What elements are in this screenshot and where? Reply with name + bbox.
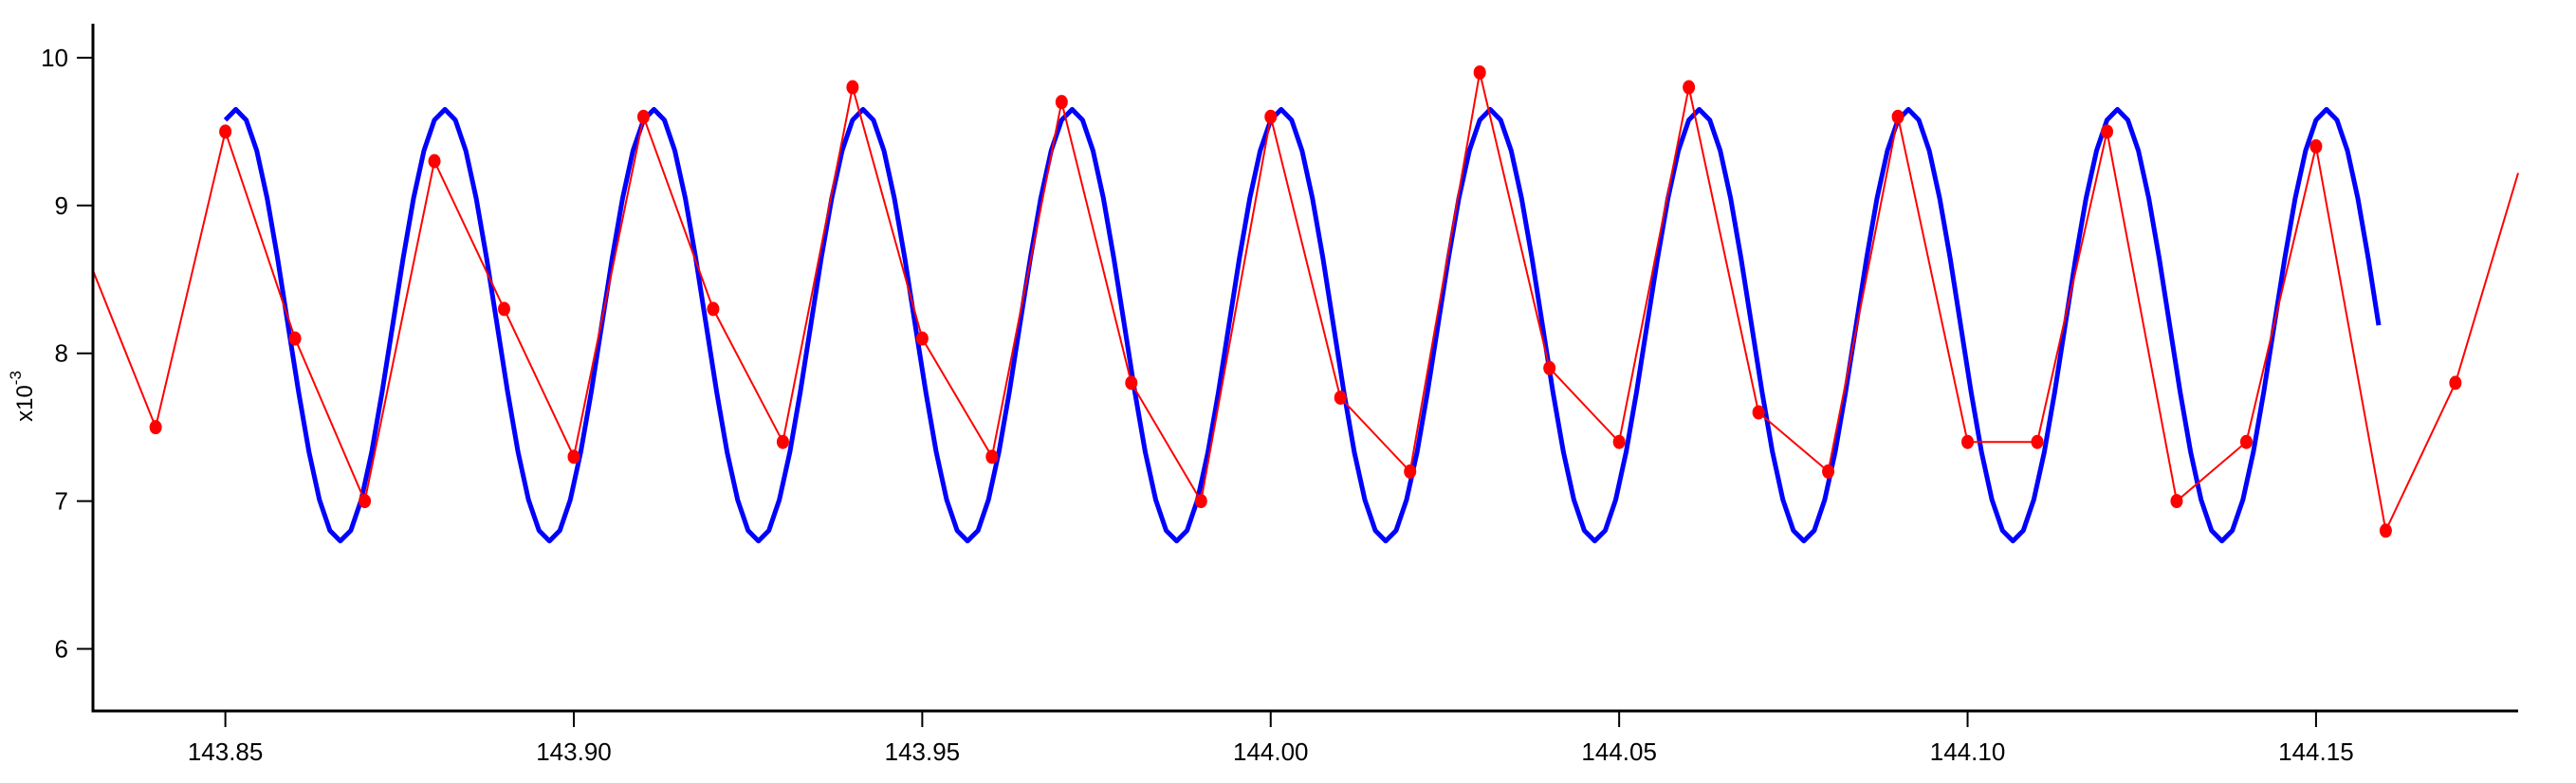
y-tick-label: 7 bbox=[55, 487, 68, 516]
data-point-marker bbox=[1473, 64, 1486, 80]
y-tick-label: 8 bbox=[55, 339, 68, 368]
x-tick-label: 144.05 bbox=[1581, 737, 1657, 766]
data-point-marker bbox=[1683, 80, 1696, 95]
data-point-marker bbox=[1612, 434, 1626, 449]
axes: 143.85 143.90 143.95 144.00 144.05 144.10 144.… bbox=[7, 24, 2518, 766]
data-point-marker bbox=[1404, 464, 1417, 479]
y-tick-label: 9 bbox=[55, 191, 68, 220]
data-point-marker bbox=[2379, 523, 2392, 538]
y-tick-label: 10 bbox=[41, 44, 68, 72]
series-sinusoid-line bbox=[223, 106, 2382, 544]
y-tick-label: 6 bbox=[55, 635, 68, 664]
data-point-marker bbox=[219, 124, 232, 139]
data-point-marker bbox=[1822, 464, 1835, 479]
data-point-marker bbox=[2309, 138, 2323, 154]
series-measured-line bbox=[92, 72, 2519, 535]
data-point-marker bbox=[985, 449, 999, 464]
data-point-marker bbox=[636, 109, 650, 124]
y-axis-label: x10-3 bbox=[7, 371, 38, 422]
y-axis-ticks: 6 7 8 9 10 bbox=[41, 44, 93, 664]
data-point-marker bbox=[498, 301, 511, 317]
data-point-marker bbox=[2031, 434, 2044, 449]
data-point-marker bbox=[2100, 124, 2113, 139]
data-point-marker bbox=[776, 434, 789, 449]
data-point-marker bbox=[1961, 434, 1975, 449]
x-tick-label: 144.15 bbox=[2278, 737, 2354, 766]
data-point-marker bbox=[1125, 375, 1138, 391]
data-point-marker bbox=[2239, 434, 2253, 449]
x-tick-label: 143.85 bbox=[188, 737, 264, 766]
data-point-marker bbox=[567, 449, 580, 464]
data-point-marker bbox=[1194, 494, 1207, 509]
data-point-marker bbox=[1055, 95, 1068, 110]
data-point-marker bbox=[428, 154, 441, 169]
y-axis-label-exponent: -3 bbox=[7, 371, 25, 385]
svg-text:x10-3: x10-3 bbox=[7, 371, 38, 422]
series-layer bbox=[92, 64, 2519, 544]
x-tick-label: 143.90 bbox=[536, 737, 612, 766]
x-tick-label: 144.00 bbox=[1233, 737, 1309, 766]
x-tick-label: 143.95 bbox=[885, 737, 961, 766]
data-point-marker bbox=[707, 301, 720, 317]
data-point-marker bbox=[846, 80, 859, 95]
data-point-marker bbox=[288, 331, 302, 346]
y-axis-label-base: x10 bbox=[12, 385, 38, 422]
data-point-marker bbox=[359, 494, 372, 509]
data-point-marker bbox=[915, 331, 929, 346]
data-point-marker bbox=[1752, 405, 1765, 420]
data-point-marker bbox=[2170, 494, 2183, 509]
data-point-marker bbox=[2449, 375, 2462, 391]
x-axis-ticks: 143.85 143.90 143.95 144.00 144.05 144.10 144.… bbox=[188, 711, 2354, 766]
data-point-marker bbox=[149, 420, 162, 435]
data-point-marker bbox=[1891, 109, 1904, 124]
data-point-marker bbox=[1264, 109, 1278, 124]
data-point-marker bbox=[1543, 360, 1556, 375]
x-tick-label: 144.10 bbox=[1930, 737, 2006, 766]
data-point-marker bbox=[1334, 390, 1347, 405]
